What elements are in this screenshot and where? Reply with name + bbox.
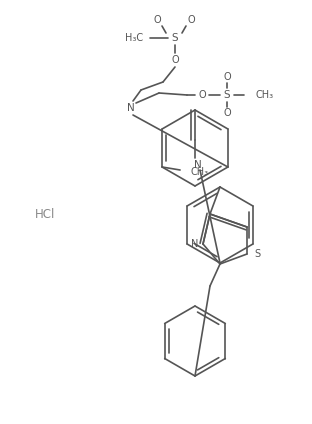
Text: N: N <box>194 160 202 170</box>
Text: HCl: HCl <box>35 209 55 221</box>
Text: O: O <box>223 72 231 82</box>
Text: S: S <box>254 249 260 259</box>
Text: S: S <box>172 33 178 43</box>
Text: O: O <box>171 55 179 65</box>
Text: N: N <box>191 239 199 249</box>
Text: S: S <box>224 90 230 100</box>
Text: CH₃: CH₃ <box>255 90 273 100</box>
Text: H₃C: H₃C <box>125 33 143 43</box>
Text: N: N <box>127 103 135 113</box>
Text: O: O <box>198 90 206 100</box>
Text: O: O <box>223 108 231 118</box>
Text: O: O <box>153 15 161 25</box>
Text: O: O <box>187 15 195 25</box>
Text: CH₃: CH₃ <box>190 167 208 177</box>
